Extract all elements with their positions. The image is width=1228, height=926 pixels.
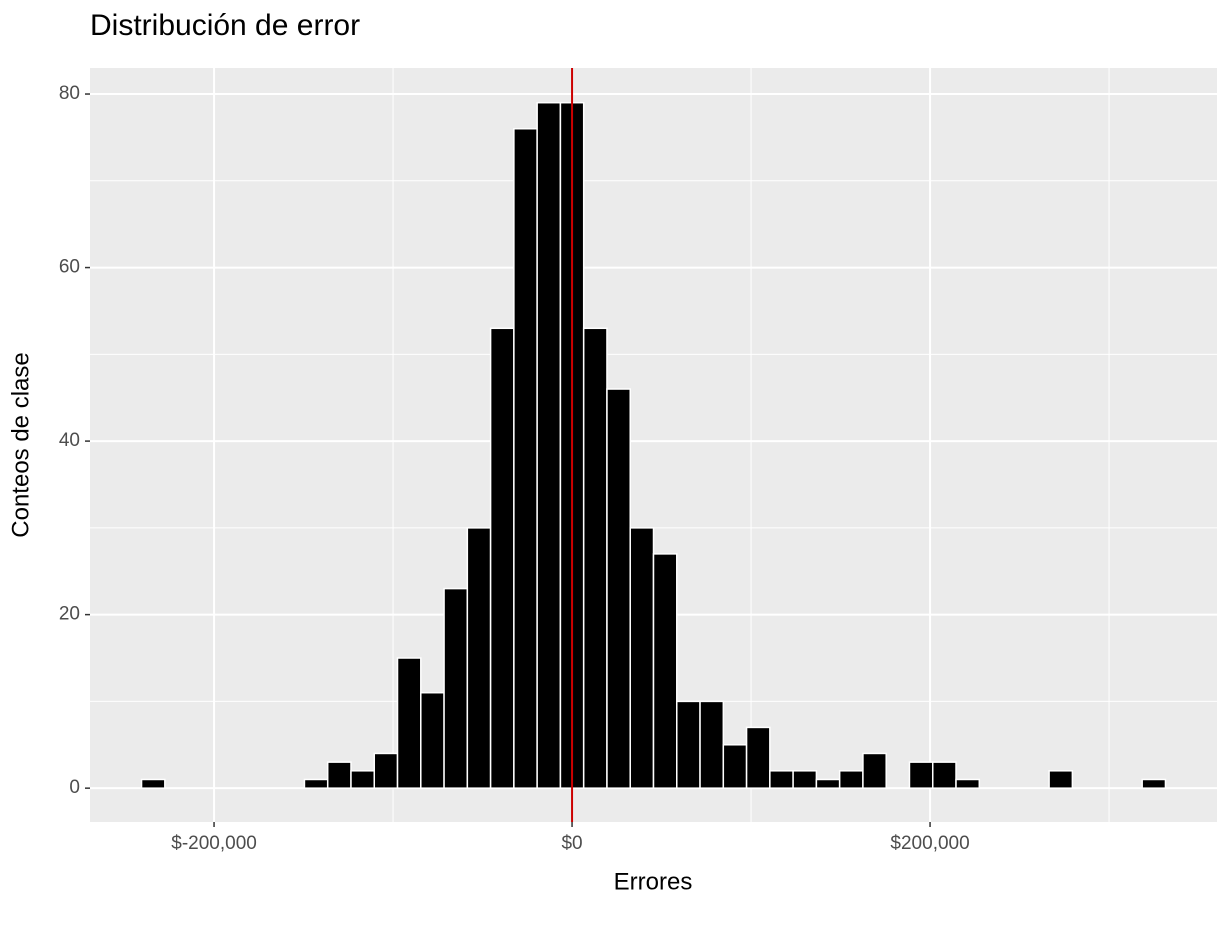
bar bbox=[745, 726, 771, 789]
chart-title: Distribución de error bbox=[90, 9, 360, 42]
y-tick-label: 40 bbox=[59, 430, 80, 451]
bar bbox=[676, 700, 701, 789]
bar bbox=[815, 778, 841, 789]
bar bbox=[489, 327, 515, 789]
bar bbox=[350, 770, 376, 789]
x-tick-label: $-200,000 bbox=[171, 833, 257, 854]
bar bbox=[513, 127, 538, 789]
bar bbox=[699, 700, 725, 789]
bar bbox=[373, 752, 399, 789]
bar bbox=[466, 527, 492, 789]
bar bbox=[862, 752, 887, 789]
y-tick-label: 60 bbox=[59, 257, 80, 278]
y-axis-label: Conteos de clase bbox=[7, 352, 34, 537]
y-tick-label: 80 bbox=[59, 83, 80, 104]
bar bbox=[443, 587, 469, 789]
y-tick-label: 0 bbox=[69, 777, 80, 798]
bar bbox=[606, 388, 631, 789]
bar bbox=[629, 527, 655, 789]
bar bbox=[908, 761, 934, 789]
bar bbox=[931, 761, 957, 789]
y-tick-label: 20 bbox=[59, 604, 80, 625]
bar bbox=[582, 327, 608, 789]
bar bbox=[1141, 778, 1167, 789]
bar bbox=[140, 778, 166, 789]
bar bbox=[792, 770, 818, 789]
bar bbox=[722, 744, 748, 789]
bar bbox=[396, 657, 422, 789]
bar bbox=[769, 770, 794, 789]
x-axis-label: Errores bbox=[614, 868, 693, 895]
bars bbox=[140, 101, 1167, 789]
bar bbox=[536, 101, 562, 789]
bar bbox=[420, 691, 445, 789]
bar bbox=[1048, 770, 1074, 789]
bar bbox=[838, 770, 864, 789]
bar bbox=[652, 553, 678, 789]
bar bbox=[955, 778, 981, 789]
x-tick-label: $0 bbox=[561, 833, 582, 854]
bar bbox=[303, 778, 329, 789]
bar bbox=[326, 761, 352, 789]
x-tick-label: $200,000 bbox=[890, 833, 969, 854]
